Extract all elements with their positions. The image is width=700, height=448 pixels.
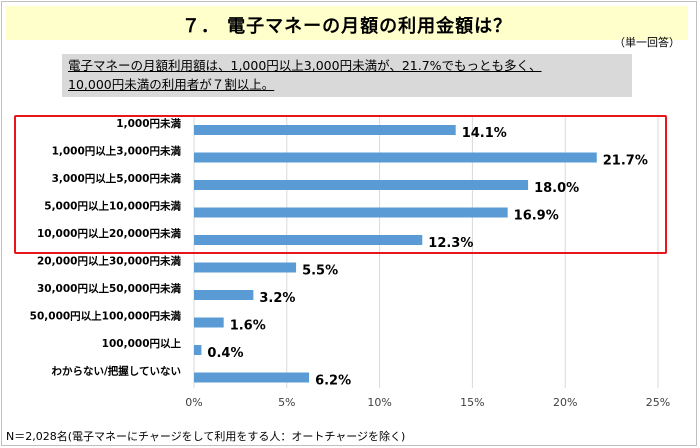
category-label: 3,000円以上5,000円未満: [52, 172, 182, 185]
category-label: 5,000円以上10,000円未満: [44, 200, 181, 213]
value-label: 5.5%: [302, 264, 338, 279]
bar: [194, 290, 254, 300]
value-label: 16.9%: [514, 209, 559, 224]
value-label: 6.2%: [315, 374, 351, 389]
value-label: 18.0%: [534, 181, 579, 196]
category-label: わからない/把握していない: [51, 365, 181, 378]
value-label: 14.1%: [462, 126, 507, 141]
bar: [194, 317, 224, 328]
x-tick-label: 5%: [278, 396, 295, 409]
x-tick-label: 20%: [553, 396, 577, 409]
bar: [194, 345, 202, 355]
category-label: 10,000円以上20,000円未満: [37, 227, 182, 240]
value-label: 0.4%: [207, 346, 243, 361]
bar: [194, 372, 310, 383]
page-title: ７． 電子マネーの月額の利用金額は？: [181, 16, 513, 37]
bar: [194, 235, 423, 245]
value-label: 3.2%: [259, 291, 295, 306]
value-label: 1.6%: [230, 319, 266, 334]
highlight-box: [14, 115, 667, 254]
value-label: 21.7%: [603, 154, 648, 169]
category-label: 1,000円以上3,000円未満: [52, 145, 182, 158]
category-label: 30,000円以上50,000円未満: [37, 282, 182, 295]
category-label: 50,000円以上100,000円未満: [30, 310, 182, 323]
category-label: 100,000円以上: [102, 337, 182, 350]
bar: [194, 207, 508, 218]
bar: [194, 180, 529, 190]
summary-line-2: 10,000円未満の利用者が７割以上。: [68, 77, 275, 92]
bar: [194, 262, 297, 273]
answer-type-note: （単一回答）: [614, 36, 680, 49]
value-label: 12.3%: [428, 236, 473, 251]
x-tick-label: 25%: [646, 396, 670, 409]
bar: [194, 125, 456, 135]
category-label: 20,000円以上30,000円未満: [37, 255, 182, 268]
x-tick-label: 15%: [460, 396, 484, 409]
summary-line-1: 電子マネーの月額利用額は、1,000円以上3,000円未満が、21.7%でもっと…: [68, 58, 542, 73]
summary-box: 電子マネーの月額利用額は、1,000円以上3,000円未満が、21.7%でもっと…: [62, 54, 632, 97]
bar: [194, 152, 597, 163]
x-tick-label: 10%: [367, 396, 391, 409]
x-tick-label: 0%: [185, 396, 202, 409]
sample-size-footnote: N＝2,028名(電子マネーにチャージをして利用をする人：オートチャージを除く): [6, 430, 406, 443]
category-label: 1,000円未満: [116, 117, 181, 130]
title-band: ７． 電子マネーの月額の利用金額は？: [6, 6, 688, 40]
